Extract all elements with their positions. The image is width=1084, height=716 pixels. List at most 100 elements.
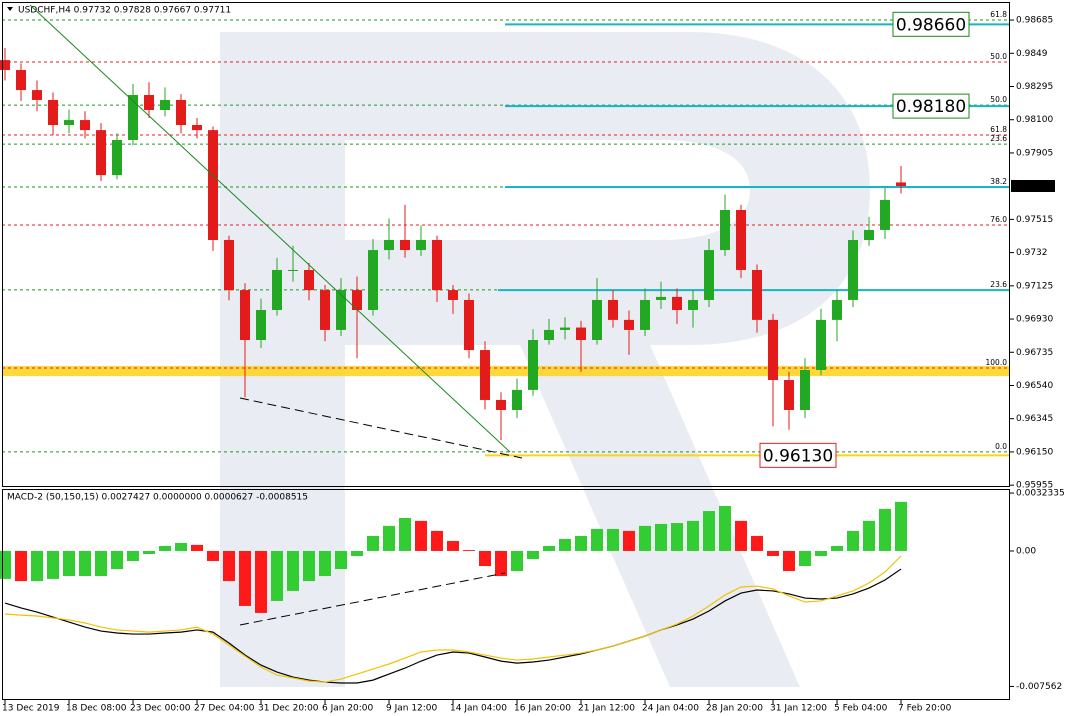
target-box — [892, 93, 970, 119]
candle-body — [288, 269, 298, 271]
x-tick-label: 28 Jan 20:00 — [706, 704, 763, 714]
divergence-line — [239, 397, 523, 459]
x-tick-label: 21 Jan 12:00 — [578, 704, 635, 714]
x-tick-label: 31 Dec 20:00 — [258, 704, 319, 714]
histogram-bar — [175, 542, 187, 551]
fib-label: 23.6 — [990, 134, 1007, 143]
histogram-bar — [63, 550, 75, 577]
y-tick-label: 0.9732 — [1016, 248, 1048, 258]
histogram-bar — [223, 550, 235, 582]
candle-body — [528, 339, 538, 390]
y-tick-label: 0.98295 — [1016, 82, 1053, 92]
histogram-bar — [623, 530, 635, 551]
histogram-bar — [351, 550, 363, 556]
candle-body — [784, 380, 794, 411]
y-tick-label: 0.97125 — [1016, 281, 1053, 291]
candle-body — [384, 239, 394, 251]
histogram-bar — [415, 520, 427, 551]
x-tick-label: 14 Jan 04:00 — [450, 704, 507, 714]
y-tick-label: 0.00 — [1016, 546, 1036, 556]
candle-body — [640, 299, 650, 330]
candle-body — [256, 310, 266, 340]
candle-body — [688, 299, 698, 311]
histogram-bar — [479, 550, 491, 567]
histogram-bar — [447, 540, 459, 551]
histogram-bar — [0, 550, 11, 579]
y-tick-label: 0.97515 — [1016, 215, 1053, 225]
histogram-bar — [511, 550, 523, 572]
fib-label: 50.0 — [990, 52, 1007, 61]
candle-body — [544, 329, 554, 340]
histogram-bar — [639, 525, 651, 551]
histogram-bar — [751, 535, 763, 551]
y-tick-label: 0.0032335 — [1016, 489, 1065, 499]
macd-divergence-line — [239, 572, 506, 626]
price-panel-title: USDCHF,H4 0.97732 0.97828 0.97667 0.9771… — [18, 6, 231, 16]
candle-body — [0, 60, 10, 70]
candle-body — [208, 130, 218, 240]
histogram-bar — [735, 520, 747, 551]
current-price-label: 0.97711 — [1016, 181, 1053, 191]
histogram-bar — [191, 544, 203, 551]
candle-body — [576, 327, 586, 340]
fib-label: 100.0 — [986, 358, 1008, 367]
candle-body — [320, 290, 330, 330]
histogram-bar — [431, 530, 443, 551]
histogram-bar — [271, 550, 283, 601]
watermark-bowl — [345, 32, 870, 345]
candle-body — [864, 229, 874, 240]
candle-body — [336, 290, 346, 330]
x-tick-label: 23 Dec 00:00 — [130, 704, 191, 714]
x-tick-label: 18 Dec 08:00 — [66, 704, 127, 714]
macd-panel-title: MACD-2 (50,150,15) 0.0027427 0.0000000 0… — [7, 493, 308, 503]
candle-body — [432, 239, 442, 291]
x-tick-label: 13 Dec 2019 — [2, 704, 60, 714]
x-tick-label: 9 Jan 12:00 — [386, 704, 438, 714]
support-zone — [3, 365, 1010, 377]
watermark-leg — [520, 345, 800, 687]
macd-panel-frame — [2, 489, 1010, 700]
fib-label: 23.6 — [990, 280, 1007, 289]
y-tick-label: 0.95955 — [1016, 481, 1053, 491]
histogram-bar — [783, 550, 795, 572]
histogram-bar — [719, 506, 731, 551]
x-tick-label: 24 Jan 04:00 — [642, 704, 699, 714]
candle-body — [816, 319, 826, 370]
histogram-bar — [863, 520, 875, 551]
menu-triangle — [7, 7, 13, 11]
fib-label: 50.0 — [990, 95, 1007, 104]
histogram-bar — [767, 550, 779, 556]
histogram-bar — [95, 550, 107, 577]
x-tick-label: 6 Jan 20:00 — [322, 704, 374, 714]
histogram-bar — [303, 550, 315, 582]
y-tick-label: 0.96735 — [1016, 348, 1053, 358]
histogram-bar — [79, 550, 91, 577]
y-tick-label: 0.96150 — [1016, 447, 1053, 457]
y-tick-label: 0.98100 — [1016, 115, 1053, 125]
candle-body — [176, 99, 186, 126]
histogram-bar — [111, 550, 123, 570]
candle-body — [272, 269, 282, 311]
histogram-bar — [399, 518, 411, 551]
histogram-bar — [319, 550, 331, 577]
candle-body — [128, 95, 138, 140]
candle-body — [464, 299, 474, 351]
histogram-bar — [543, 545, 555, 551]
histogram-bar — [463, 550, 475, 551]
fib-label: 76.0 — [990, 215, 1007, 224]
candle-body — [400, 239, 410, 251]
plot-layer: 61.850.050.061.823.638.276.023.6100.00.0… — [0, 10, 1065, 714]
histogram-bar — [31, 550, 43, 582]
histogram-bar — [591, 528, 603, 551]
candle-body — [352, 290, 362, 311]
candle-body — [720, 210, 730, 251]
candle-body — [64, 120, 74, 126]
candle-body — [736, 210, 746, 270]
histogram-bar — [879, 508, 891, 551]
candle-body — [704, 250, 714, 300]
candle-body — [512, 389, 522, 411]
candle-body — [496, 399, 506, 411]
candle-body — [416, 239, 426, 251]
